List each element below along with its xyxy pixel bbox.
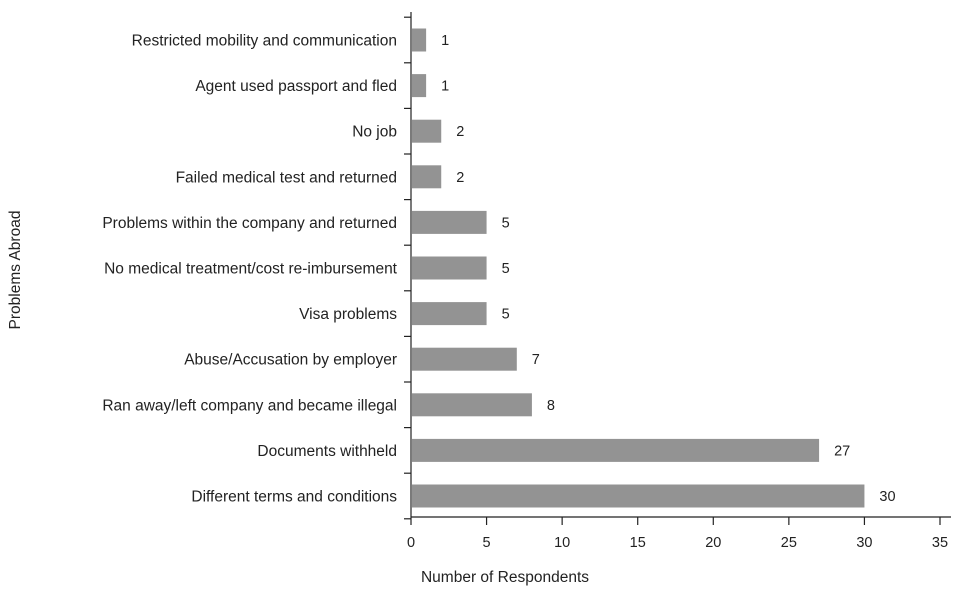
bar xyxy=(412,119,442,143)
data-label: 2 xyxy=(456,124,464,140)
data-label: 2 xyxy=(456,170,464,186)
data-label: 5 xyxy=(502,307,510,323)
category-label: Documents withheld xyxy=(257,443,397,460)
x-axis: 0 5 10 15 20 25 30 35 xyxy=(407,516,951,551)
category-label: Failed medical test and returned xyxy=(176,169,397,186)
bar xyxy=(412,28,427,52)
bar xyxy=(412,210,487,234)
bar xyxy=(412,256,487,280)
data-label: 1 xyxy=(441,33,449,49)
category-label: No medical treatment/cost re-imbursement xyxy=(104,261,398,278)
category-label: Agent used passport and fled xyxy=(195,78,397,95)
category-label: Ran away/left company and became illegal xyxy=(102,397,397,414)
data-label: 30 xyxy=(879,489,895,505)
bar xyxy=(412,438,820,462)
x-tick-label: 20 xyxy=(705,535,721,551)
bar xyxy=(412,165,442,189)
category-label: Different terms and conditions xyxy=(191,489,397,506)
x-axis-title: Number of Respondents xyxy=(421,569,589,586)
data-label: 7 xyxy=(532,352,540,368)
data-label: 5 xyxy=(502,261,510,277)
data-label: 1 xyxy=(441,79,449,95)
category-label: Problems within the company and returned xyxy=(102,215,397,232)
x-tick-label: 5 xyxy=(483,535,491,551)
x-tick-label: 10 xyxy=(554,535,570,551)
data-label: 27 xyxy=(834,443,850,459)
x-tick-label: 30 xyxy=(856,535,872,551)
data-labels: 1 1 2 2 5 5 5 7 8 27 30 xyxy=(441,33,895,505)
bar xyxy=(412,347,517,371)
bar xyxy=(412,393,532,417)
x-tick-label: 25 xyxy=(781,535,797,551)
y-axis xyxy=(404,12,412,520)
bars xyxy=(412,28,865,508)
bar xyxy=(412,74,427,98)
category-labels: Restricted mobility and communication Age… xyxy=(102,33,397,506)
category-label: Visa problems xyxy=(299,306,397,323)
category-label: Restricted mobility and communication xyxy=(132,33,397,50)
x-tick-label: 0 xyxy=(407,535,415,551)
category-label: Abuse/Accusation by employer xyxy=(184,352,397,369)
category-label: No job xyxy=(352,124,397,141)
data-label: 8 xyxy=(547,398,555,414)
bar xyxy=(412,302,487,326)
y-axis-title: Problems Abroad xyxy=(7,211,24,330)
x-tick-label: 35 xyxy=(932,535,948,551)
data-label: 5 xyxy=(502,215,510,231)
bar xyxy=(412,484,865,508)
x-tick-label: 15 xyxy=(630,535,646,551)
